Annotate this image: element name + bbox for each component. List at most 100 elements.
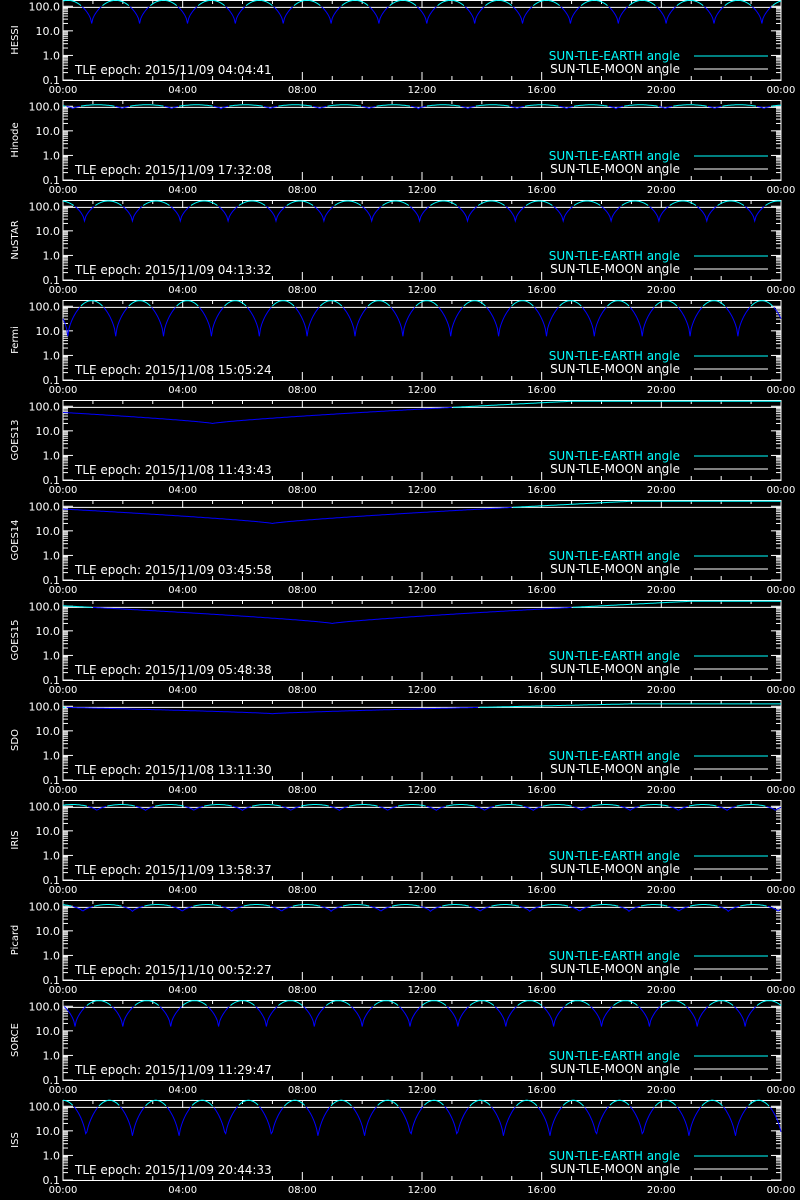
x-tick-label: 00:00 xyxy=(49,785,78,796)
panel-name: GOES14 xyxy=(10,519,21,560)
x-tick-label: 00:00 xyxy=(49,885,78,896)
tle-epoch-label: TLE epoch: 2015/11/10 00:52:27 xyxy=(74,963,272,977)
earth-angle-curve-blue xyxy=(81,6,772,24)
x-tick-label: 08:00 xyxy=(288,285,317,296)
tle-epoch-label: TLE epoch: 2015/11/08 15:05:24 xyxy=(74,363,272,377)
x-tick-label: 04:00 xyxy=(168,85,197,96)
earth-angle-curve-cyan xyxy=(62,804,766,807)
x-tick-label: 04:00 xyxy=(168,585,197,596)
tle-epoch-label: TLE epoch: 2015/11/09 03:45:58 xyxy=(74,563,272,577)
panel-nustar: 100.010.01.00.100:00 04:00 08:00 12:00 16:00… xyxy=(10,200,795,296)
earth-angle-curve-cyan xyxy=(62,1099,770,1107)
y-tick-label: 100.0 xyxy=(29,900,61,913)
x-tick-label: 00:00 xyxy=(767,885,796,896)
y-tick-label: 10.0 xyxy=(36,725,61,738)
legend-moon-label: SUN-TLE-MOON angle xyxy=(550,62,680,76)
y-tick-label: 1.0 xyxy=(43,749,61,762)
x-tick-label: 16:00 xyxy=(527,785,556,796)
panel-fermi: 100.010.01.00.100:00 04:00 08:00 12:00 16:00… xyxy=(10,300,795,396)
x-tick-label: 12:00 xyxy=(408,185,437,196)
x-tick-label: 00:00 xyxy=(49,185,78,196)
earth-angle-curve-blue xyxy=(62,406,452,425)
earth-angle-curve-blue xyxy=(92,606,572,625)
legend-earth-label: SUN-TLE-EARTH angle xyxy=(549,1049,680,1063)
x-tick-label: 08:00 xyxy=(288,785,317,796)
x-tick-label: 08:00 xyxy=(288,985,317,996)
x-tick-label: 00:00 xyxy=(767,685,796,696)
panel-goes15: 100.010.01.00.100:00 04:00 08:00 12:00 16:00… xyxy=(10,600,795,696)
x-tick-label: 08:00 xyxy=(288,385,317,396)
y-tick-label: 100.0 xyxy=(29,400,61,413)
x-tick-label: 00:00 xyxy=(767,1185,796,1196)
legend-moon-label: SUN-TLE-MOON angle xyxy=(550,762,680,776)
x-tick-label: 12:00 xyxy=(408,685,437,696)
earth-angle-curve-blue xyxy=(74,206,765,224)
legend-moon-label: SUN-TLE-MOON angle xyxy=(550,262,680,276)
x-tick-label: 04:00 xyxy=(168,1185,197,1196)
legend-earth-label: SUN-TLE-EARTH angle xyxy=(549,749,680,763)
y-tick-label: 100.0 xyxy=(29,700,61,713)
legend-earth-label: SUN-TLE-EARTH angle xyxy=(549,349,680,363)
panel-name: Hinode xyxy=(10,122,21,157)
legend-earth-label: SUN-TLE-EARTH angle xyxy=(549,849,680,863)
y-tick-label: 1.0 xyxy=(43,649,61,662)
x-tick-label: 04:00 xyxy=(168,385,197,396)
x-tick-label: 04:00 xyxy=(168,285,197,296)
earth-angle-curve-cyan xyxy=(63,703,781,708)
y-tick-label: 1.0 xyxy=(43,849,61,862)
legend-moon-label: SUN-TLE-MOON angle xyxy=(550,562,680,576)
x-tick-label: 16:00 xyxy=(527,85,556,96)
y-tick-label: 100.0 xyxy=(29,200,61,213)
x-tick-label: 16:00 xyxy=(527,485,556,496)
x-tick-label: 00:00 xyxy=(767,285,796,296)
x-tick-label: 12:00 xyxy=(408,285,437,296)
legend-moon-label: SUN-TLE-MOON angle xyxy=(550,1162,680,1176)
x-tick-label: 12:00 xyxy=(408,1085,437,1096)
x-tick-label: 16:00 xyxy=(527,1185,556,1196)
legend-moon-label: SUN-TLE-MOON angle xyxy=(550,962,680,976)
panel-name: HESSI xyxy=(10,25,21,54)
x-tick-label: 20:00 xyxy=(647,585,676,596)
earth-angle-curve-cyan xyxy=(62,104,782,107)
y-tick-label: 0.1 xyxy=(43,874,61,887)
x-tick-label: 08:00 xyxy=(288,885,317,896)
y-tick-label: 1.0 xyxy=(43,1049,61,1062)
earth-angle-curve-cyan xyxy=(62,0,782,6)
y-tick-label: 10.0 xyxy=(36,625,61,638)
x-tick-label: 04:00 xyxy=(168,685,197,696)
y-tick-label: 1.0 xyxy=(43,249,61,262)
earth-angle-curve-blue xyxy=(66,706,479,715)
y-tick-label: 1.0 xyxy=(43,349,61,362)
legend-moon-label: SUN-TLE-MOON angle xyxy=(550,162,680,176)
legend-earth-label: SUN-TLE-EARTH angle xyxy=(549,49,680,63)
legend-earth-label: SUN-TLE-EARTH angle xyxy=(549,449,680,463)
tle-epoch-label: TLE epoch: 2015/11/09 17:32:08 xyxy=(74,163,272,177)
x-tick-label: 00:00 xyxy=(49,285,78,296)
y-tick-label: 1.0 xyxy=(43,1149,61,1162)
x-tick-label: 16:00 xyxy=(527,1085,556,1096)
y-tick-label: 100.0 xyxy=(29,0,61,13)
earth-angle-curve-cyan xyxy=(62,200,782,206)
y-tick-label: 0.1 xyxy=(43,774,61,787)
x-tick-label: 12:00 xyxy=(408,585,437,596)
x-tick-label: 16:00 xyxy=(527,685,556,696)
panel-iris: 100.010.01.00.100:00 04:00 08:00 12:00 16:00… xyxy=(10,800,795,896)
x-tick-label: 20:00 xyxy=(647,85,676,96)
x-tick-label: 16:00 xyxy=(527,985,556,996)
x-tick-label: 12:00 xyxy=(408,985,437,996)
x-tick-label: 00:00 xyxy=(767,785,796,796)
y-tick-label: 10.0 xyxy=(36,125,61,138)
panel-iss: 100.010.01.00.100:00 04:00 08:00 12:00 16:00… xyxy=(10,1099,796,1196)
legend-moon-label: SUN-TLE-MOON angle xyxy=(550,462,680,476)
x-tick-label: 20:00 xyxy=(647,285,676,296)
x-tick-label: 08:00 xyxy=(288,1185,317,1196)
earth-angle-curve-blue xyxy=(66,105,771,110)
earth-angle-curve-cyan xyxy=(453,400,781,408)
panel-goes13: 100.010.01.00.100:00 04:00 08:00 12:00 16:00… xyxy=(10,400,795,496)
y-tick-label: 10.0 xyxy=(36,225,61,238)
x-tick-label: 12:00 xyxy=(408,485,437,496)
y-tick-label: 10.0 xyxy=(36,825,61,838)
y-tick-label: 1.0 xyxy=(43,949,61,962)
tle-epoch-label: TLE epoch: 2015/11/08 11:43:43 xyxy=(74,463,272,477)
legend-earth-label: SUN-TLE-EARTH angle xyxy=(549,949,680,963)
